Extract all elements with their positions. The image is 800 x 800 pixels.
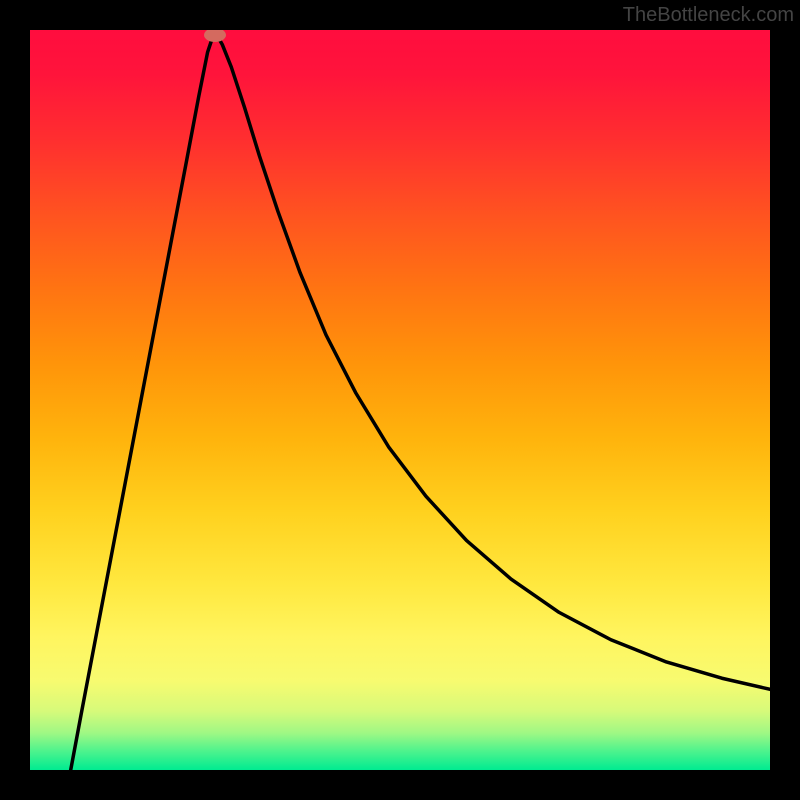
plot-area (30, 30, 770, 770)
bottleneck-curve (30, 30, 770, 770)
watermark-text: TheBottleneck.com (623, 4, 794, 27)
chart-container: { "watermark": { "text": "TheBottleneck.… (0, 0, 800, 800)
